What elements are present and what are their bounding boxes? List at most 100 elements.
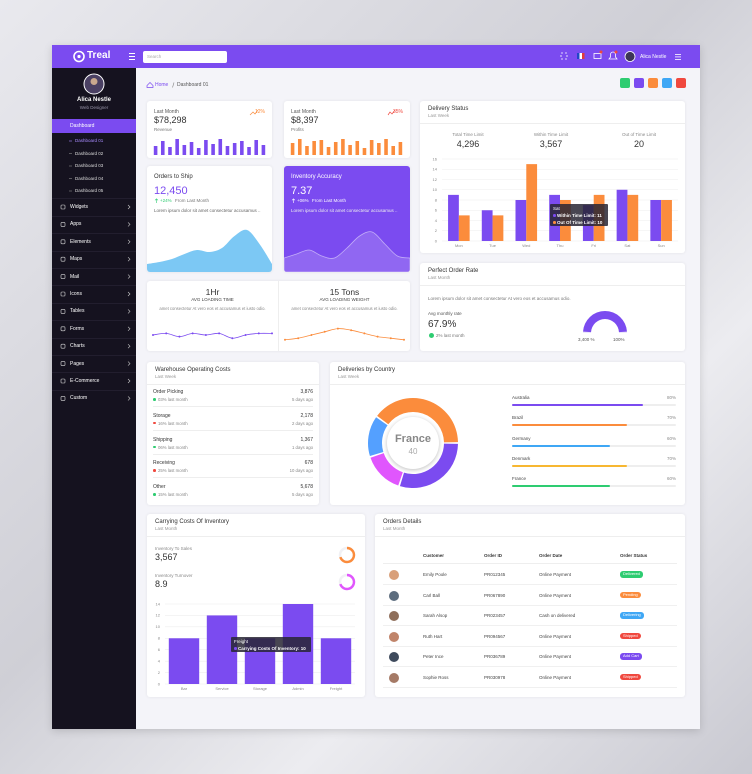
card-title: Deliveries by Country [338,367,396,373]
tooltip-dot [553,214,556,217]
menu-item[interactable]: Charts [70,343,85,350]
sparkbar [204,140,208,155]
action-button[interactable] [662,78,672,88]
submenu-item[interactable]: Dashboard 02 [75,150,104,156]
menu-item[interactable]: Elements [70,238,91,245]
order-date: Cash on delivered [539,613,576,618]
card-subtitle: Last Week [338,374,360,379]
country-bar [512,404,644,406]
menu-item[interactable]: E-Commerce [70,378,100,384]
settings-icon [675,59,681,60]
menu-icon [60,274,66,279]
change-label: From Last Month [175,198,210,203]
line-point [244,334,247,336]
bell-badge [614,50,618,54]
period: Last Month [154,109,179,115]
row-name: Receiving [153,460,175,467]
menu-icon [60,396,66,401]
submenu-item[interactable]: Dashboard 01 [75,138,104,143]
menu-divider [52,233,136,235]
gauge-label: 100% [613,337,625,342]
carrying-card: Carrying Costs Of Inventory Last Month Inv… [147,514,365,697]
country-value-label: 70% [666,415,676,421]
action-button[interactable] [676,78,686,88]
menu-divider [52,285,136,287]
sparkbar [247,147,251,155]
profile-role: Web Designer [79,105,109,110]
y-tick-label: 6 [435,208,438,213]
menu-icon [60,239,66,245]
action-button[interactable] [634,78,644,88]
user-name: Alica Nestle [640,54,667,60]
sparkbar [153,146,158,155]
line-point [376,335,379,338]
menu-chevron [127,239,131,245]
y-tick-label: 4 [158,658,161,663]
row-change: 06% last month [158,444,188,450]
card-title: Warehouse Operating Costs [155,367,231,373]
menu-divider [52,198,136,200]
menu-chevron [127,326,131,332]
menu-item[interactable]: Pages [70,360,85,367]
menu-item[interactable]: Mail [70,273,80,280]
row-change-icon [153,398,156,401]
area [147,229,272,272]
sparkbar [196,148,201,155]
y-tick-label: 10 [156,624,161,629]
stat-value: 3,567 [539,139,563,149]
main-content: Home Dashboard 01 [136,68,700,729]
row-divider [383,625,677,626]
metric-label: AVG LOADING TIME [191,297,234,302]
action-button[interactable] [620,78,630,88]
submenu-item[interactable]: Dashboard 05 [75,188,104,193]
line-point [257,332,260,335]
x-tick-label: Tue [489,243,497,248]
menu-icon [60,256,66,262]
menu-divider [52,389,136,391]
search-box[interactable]: Search [143,51,227,63]
country-name: Brazil [512,415,524,421]
card-subtitle: Last Month [155,526,178,531]
sparkbar [160,141,165,155]
order-id: PR036789 [484,654,506,659]
bar [661,200,672,241]
menu-toggle [129,53,135,54]
menu-item[interactable]: Widgets [70,204,89,210]
description: Lorem ipsum dolor sit amet consectetur a… [291,208,398,213]
submenu-item[interactable]: Dashboard 04 [75,175,104,181]
status-badge: Delivered [620,571,643,578]
action-button[interactable] [648,78,658,88]
stat-label: Inventory To Sales [155,546,192,551]
submenu-item[interactable]: Dashboard 03 [75,163,104,168]
status-badge: Add Cart [620,653,642,660]
x-tick-label: Fri [591,243,596,248]
trend-icon [387,109,396,116]
card-subtitle: Last Week [155,374,177,379]
country-value-label: 70% [666,455,676,461]
menu-item[interactable]: Dashboard [70,123,95,129]
x-tick-label: Freight [330,686,343,691]
menu-chevron [127,204,131,210]
menu-item[interactable]: Tables [70,308,85,315]
menu-item[interactable]: Forms [70,325,85,332]
line-point [389,337,392,340]
menu-item[interactable]: Apps [70,221,82,228]
sparkbar [398,142,403,155]
tooltip-line: Carrying Costs Of Inventory: 10 [238,645,306,651]
y-tick-label: 8 [435,197,438,202]
donut-segment [377,398,458,443]
sparkbar [355,141,360,155]
tooltip-dot [553,221,556,224]
sparkbars [153,109,266,155]
area [284,231,410,272]
breadcrumb-home[interactable]: Home [155,81,169,88]
bar [616,189,628,241]
menu-item[interactable]: Maps [70,256,83,263]
menu-item[interactable]: Custom [70,395,88,402]
y-tick-label: 12 [433,177,438,182]
stat-value: 20 [633,139,644,149]
sparkbar [348,145,352,155]
menu-item[interactable]: Icons [70,291,82,297]
row-ago: 2 days ago [291,420,313,426]
user-avatar [624,51,636,62]
